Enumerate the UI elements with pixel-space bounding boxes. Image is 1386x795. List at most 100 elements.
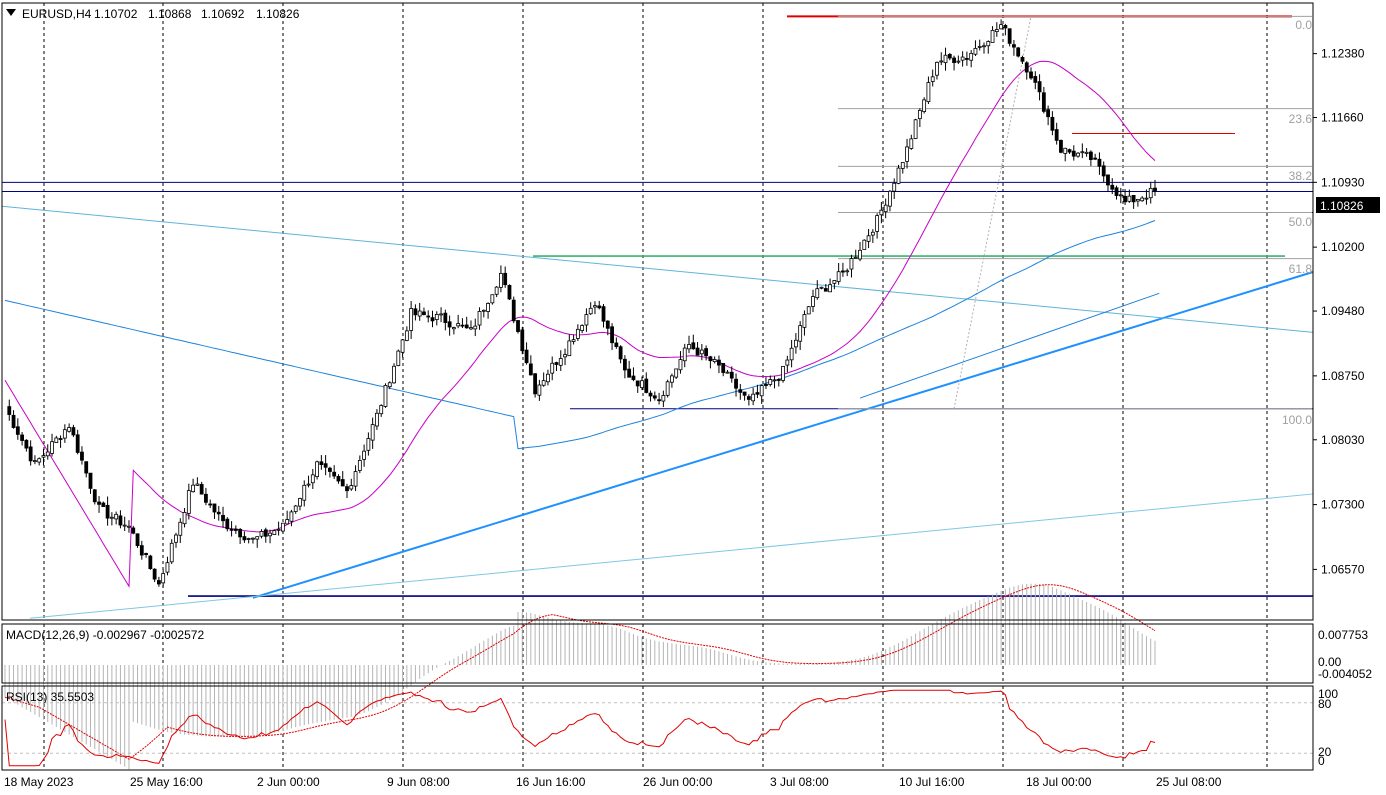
candle-body	[7, 406, 12, 415]
candle-body	[575, 328, 580, 339]
candle-body	[1016, 47, 1021, 57]
candle-body	[387, 382, 392, 388]
candle-body	[33, 460, 37, 463]
candle-body	[738, 389, 743, 393]
candle-body	[947, 53, 952, 59]
candle-body	[1003, 25, 1008, 29]
candle-body	[422, 311, 426, 316]
candle-body	[499, 272, 503, 288]
time-label: 10 Jul 16:00	[899, 775, 965, 789]
candle-body	[776, 379, 781, 381]
candle-body	[870, 231, 875, 236]
candle-body	[764, 383, 768, 386]
candle-body	[537, 384, 542, 396]
candle-body	[913, 119, 918, 139]
candle-body	[960, 56, 965, 61]
candle-body	[157, 580, 161, 585]
candle-body	[781, 365, 785, 381]
candle-body	[1144, 197, 1149, 200]
dropdown-triangle-icon[interactable]	[6, 9, 16, 16]
candle-body	[460, 324, 465, 327]
candle-body	[144, 553, 148, 555]
candle-body	[875, 215, 880, 232]
candle-body	[105, 504, 110, 519]
candle-body	[828, 284, 832, 293]
candle-body	[199, 483, 204, 495]
candle-body	[92, 489, 97, 503]
candle-body	[546, 373, 550, 383]
candle-body	[853, 256, 858, 259]
candle-body	[67, 427, 72, 432]
candle-body	[866, 235, 871, 242]
candle-body	[819, 286, 824, 289]
candle-body	[1033, 76, 1038, 83]
candle-body	[328, 467, 332, 472]
time-label: 16 Jun 16:00	[516, 775, 586, 789]
candle-body	[349, 485, 354, 490]
candle-body	[319, 461, 324, 466]
candle-body	[122, 524, 127, 527]
candle-body	[789, 347, 794, 361]
price-tick-label: 1.07300	[1321, 498, 1365, 512]
candle-body	[888, 190, 892, 207]
candle-body	[204, 493, 208, 503]
candle-body	[528, 363, 533, 376]
candle-body	[404, 330, 409, 341]
candle-body	[216, 511, 221, 515]
candle-body	[131, 527, 136, 534]
candle-body	[370, 424, 375, 441]
candle-body	[280, 522, 285, 532]
candle-body	[1110, 184, 1115, 190]
candle-body	[293, 505, 298, 512]
candle-body	[635, 380, 640, 387]
candle-body	[1059, 139, 1063, 153]
candle-body	[58, 438, 63, 440]
candle-body	[396, 350, 401, 366]
rsi-tick-80: 80	[1318, 697, 1332, 711]
candle-body	[447, 321, 452, 328]
candle-body	[550, 362, 555, 374]
candle-body	[516, 320, 520, 332]
candle-body	[353, 471, 358, 487]
ma-slow-line	[4, 220, 1156, 450]
candle-body	[802, 314, 807, 328]
candle-body	[24, 439, 29, 449]
candle-body	[704, 348, 709, 357]
candle-body	[986, 41, 991, 47]
candle-body	[905, 146, 909, 162]
candle-body	[1148, 187, 1153, 199]
candle-body	[1106, 174, 1110, 186]
candle-body	[994, 29, 999, 32]
candle-body	[909, 138, 914, 149]
candle-body	[892, 182, 897, 192]
candle-body	[1140, 197, 1145, 202]
candle-body	[148, 555, 153, 569]
trendlines	[1, 205, 1314, 619]
candle-body	[443, 312, 448, 323]
candle-body	[943, 54, 948, 64]
fib-label-500: 50.0	[1289, 215, 1313, 229]
candle-body	[648, 392, 653, 397]
candle-body	[922, 99, 927, 113]
candle-body	[37, 458, 42, 463]
candle-body	[456, 323, 461, 327]
moving-averages	[4, 60, 1156, 588]
candle-body	[841, 270, 845, 273]
candle-body	[41, 455, 46, 458]
candle-body	[434, 314, 439, 320]
candle-body	[798, 325, 803, 342]
candle-body	[652, 395, 657, 399]
candle-body	[999, 24, 1003, 30]
candle-body	[511, 299, 516, 322]
candle-body	[451, 327, 456, 330]
candle-body	[417, 310, 422, 317]
rsi-tick-20: 20	[1318, 745, 1332, 759]
candle-body	[627, 368, 632, 378]
macd-tick-zero: 0.00	[1318, 655, 1342, 669]
candle-body	[80, 451, 84, 461]
candle-body	[836, 271, 841, 282]
candle-body	[75, 434, 80, 453]
candle-body	[832, 280, 837, 284]
ohlc-high: 1.10868	[148, 7, 192, 21]
